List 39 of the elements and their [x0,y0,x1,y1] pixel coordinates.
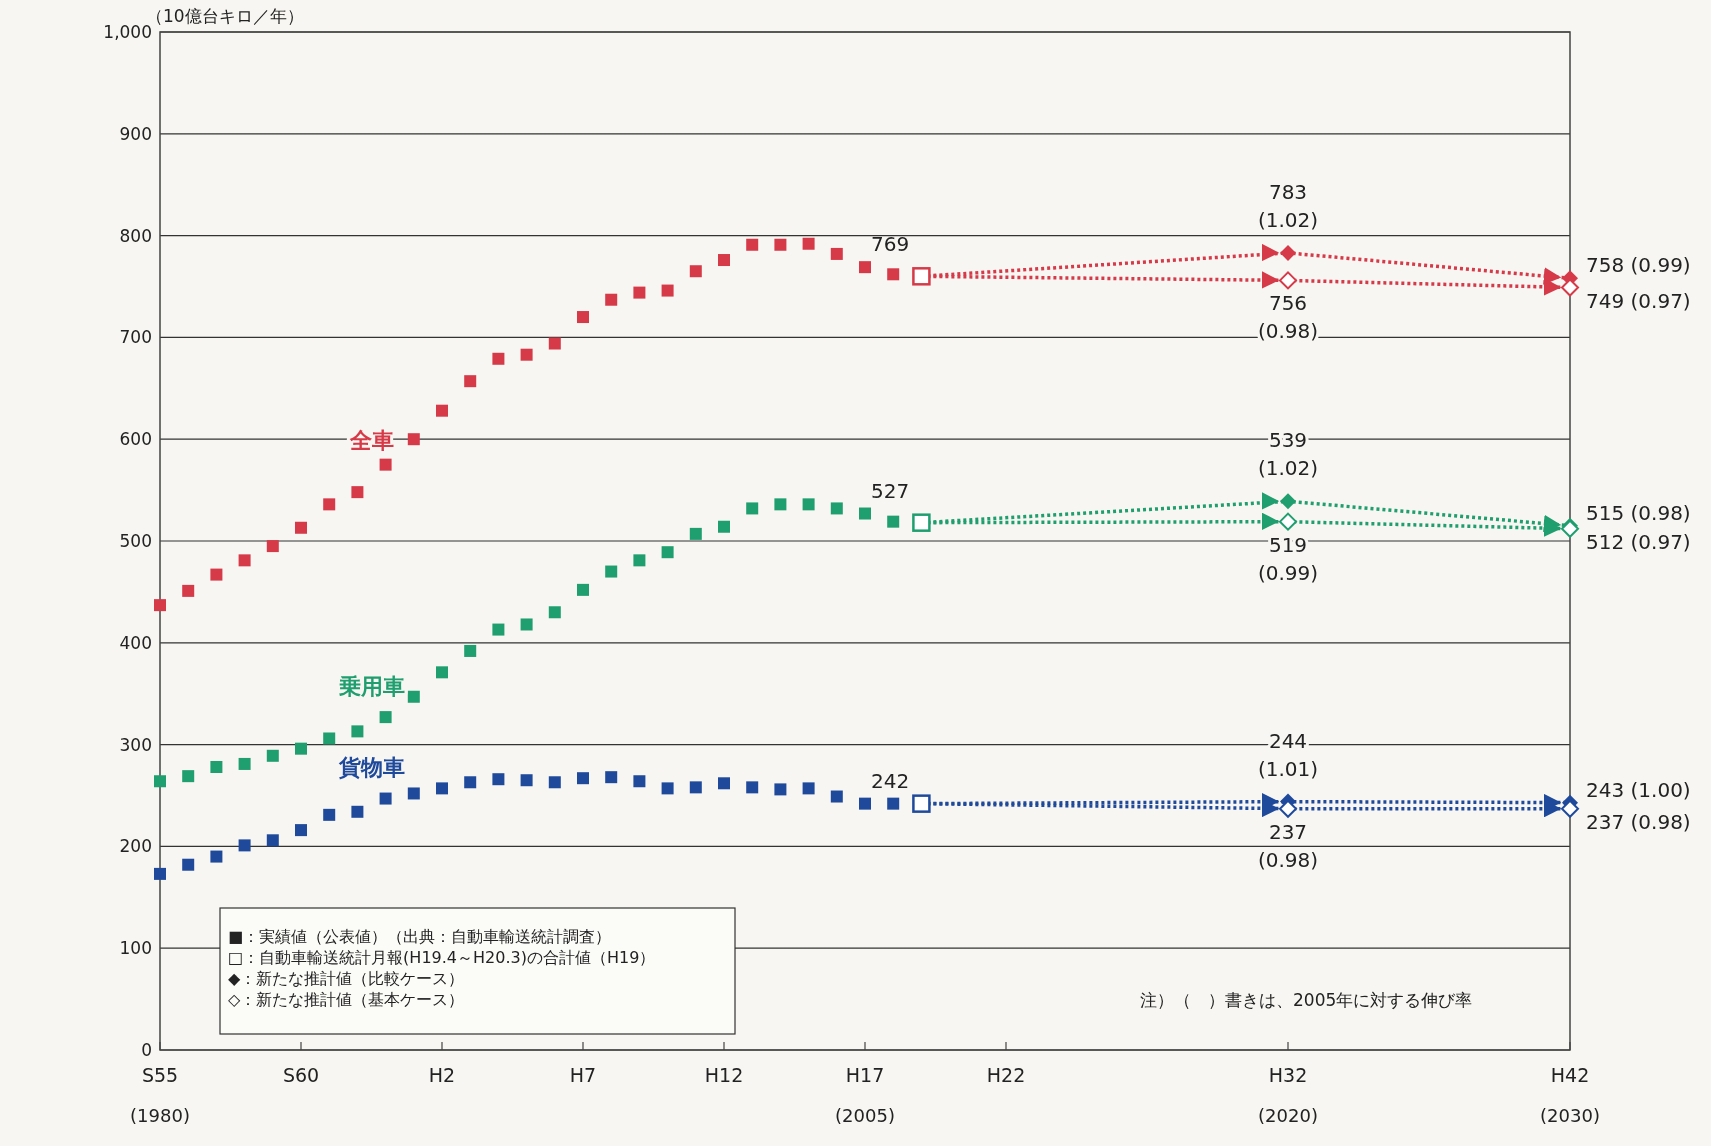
annotation: ◇：新たな推計値（基本ケース） [228,990,465,1009]
x-tick-label: H42 (2030) [1540,1064,1600,1126]
x-tick-label: H32 (2020) [1258,1064,1318,1126]
y-tick-label: 900 [119,123,152,144]
y-tick-label: 500 [119,530,152,551]
x-tick-label: S60 [282,1064,320,1086]
x-tick-label: H7 [569,1064,597,1086]
x-tick-label: H17 (2005) [835,1064,895,1126]
data-label: 243 (1.00) [1586,777,1691,802]
data-label: 242 [871,768,910,793]
y-tick-label: 200 [119,836,152,857]
y-tick-label: 600 [119,429,152,450]
data-label: 512 (0.97) [1586,529,1691,554]
y-tick-label: 700 [119,327,152,348]
data-label: 756 (0.98) [1257,291,1319,344]
x-tick-label: S55 (1980) [130,1064,190,1126]
x-tick-label: H22 [986,1064,1026,1086]
y-tick-label: 0 [141,1039,152,1060]
data-label: 237 (0.98) [1257,819,1319,872]
data-label: 527 [871,478,910,503]
y-tick-label: 800 [119,225,152,246]
annotation: □：自動車輸送統計月報(H19.4～H20.3)の合計値（H19） [228,948,656,967]
data-label: 515 (0.98) [1586,500,1691,525]
y-tick-label: 400 [119,632,152,653]
annotation: ◆：新たな推計値（比較ケース） [228,969,465,988]
series-label: 貨物車 [337,755,405,781]
series-label: 乗用車 [337,674,405,700]
annotation: ■：実績値（公表値）（出典：自動車輸送統計調査） [228,927,612,946]
y-tick-label: 300 [119,734,152,755]
data-label: 783 (1.02) [1257,179,1319,232]
data-label: 769 [871,232,910,257]
data-label: 519 (0.99) [1257,532,1319,585]
x-tick-label: H2 [428,1064,456,1086]
data-label: 749 (0.97) [1586,288,1691,313]
annotation: 注）（ ）書きは、2005年に対する伸び率 [1140,990,1473,1010]
x-tick-label: H12 [704,1064,744,1086]
data-label: 237 (0.98) [1586,809,1691,834]
y-tick-label: 100 [119,938,152,959]
data-label: 758 (0.99) [1586,253,1691,278]
